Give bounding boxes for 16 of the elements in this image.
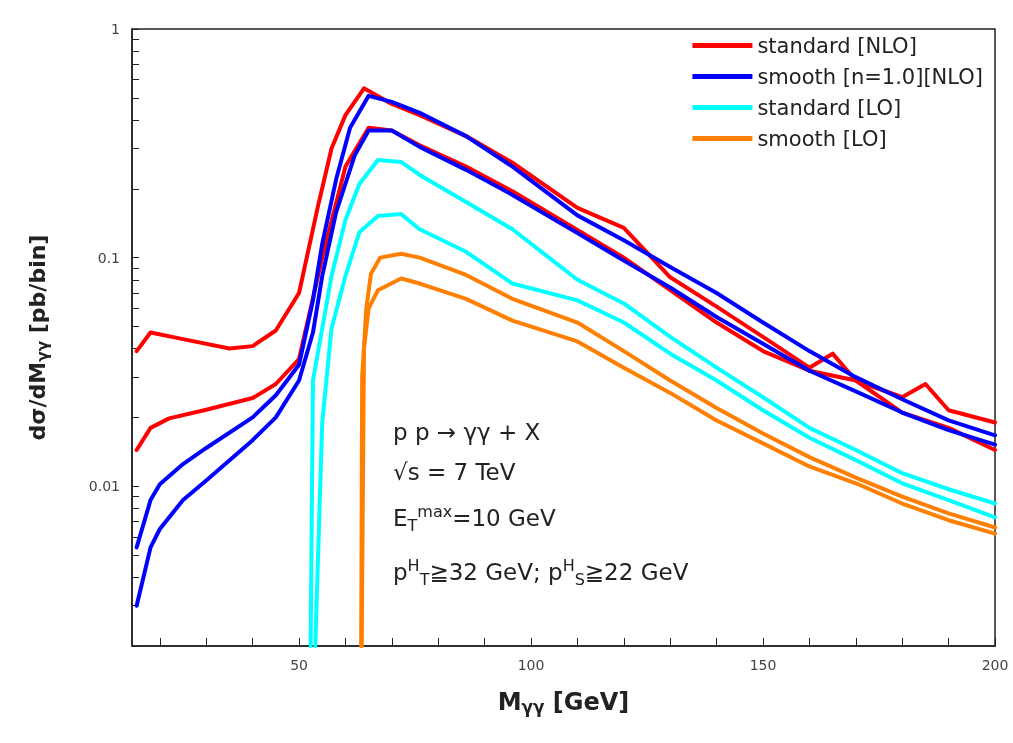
y-tick-label: 0.01 (88, 478, 120, 495)
x-tick-label: 100 (517, 657, 545, 673)
y-tick-label: 1 (111, 21, 120, 37)
y-tick-label: 0.1 (97, 249, 120, 266)
legend-label: standard [LO] (757, 95, 902, 120)
legend-label: smooth [n=1.0][NLO] (757, 64, 983, 89)
annotation: p$^{H}$$_{T}$≧32 GeV; p$^{H}$$_{S}$≧22 GeV (393, 555, 689, 592)
annotation: E$_{T}$$^{max}$=10 GeV (393, 501, 557, 538)
x-tick-label: 50 (290, 657, 308, 673)
legend-label: smooth [LO] (757, 126, 887, 151)
annotation: √s = 7 TeV (393, 458, 517, 487)
x-tick-label: 200 (981, 657, 1009, 673)
annotation: p p → γγ + X (393, 418, 542, 447)
legend-label: standard [NLO] (757, 33, 917, 58)
y-axis-title: dσ/dMγγ [pb/bin] (25, 234, 52, 441)
x-tick-label: 150 (749, 657, 777, 673)
